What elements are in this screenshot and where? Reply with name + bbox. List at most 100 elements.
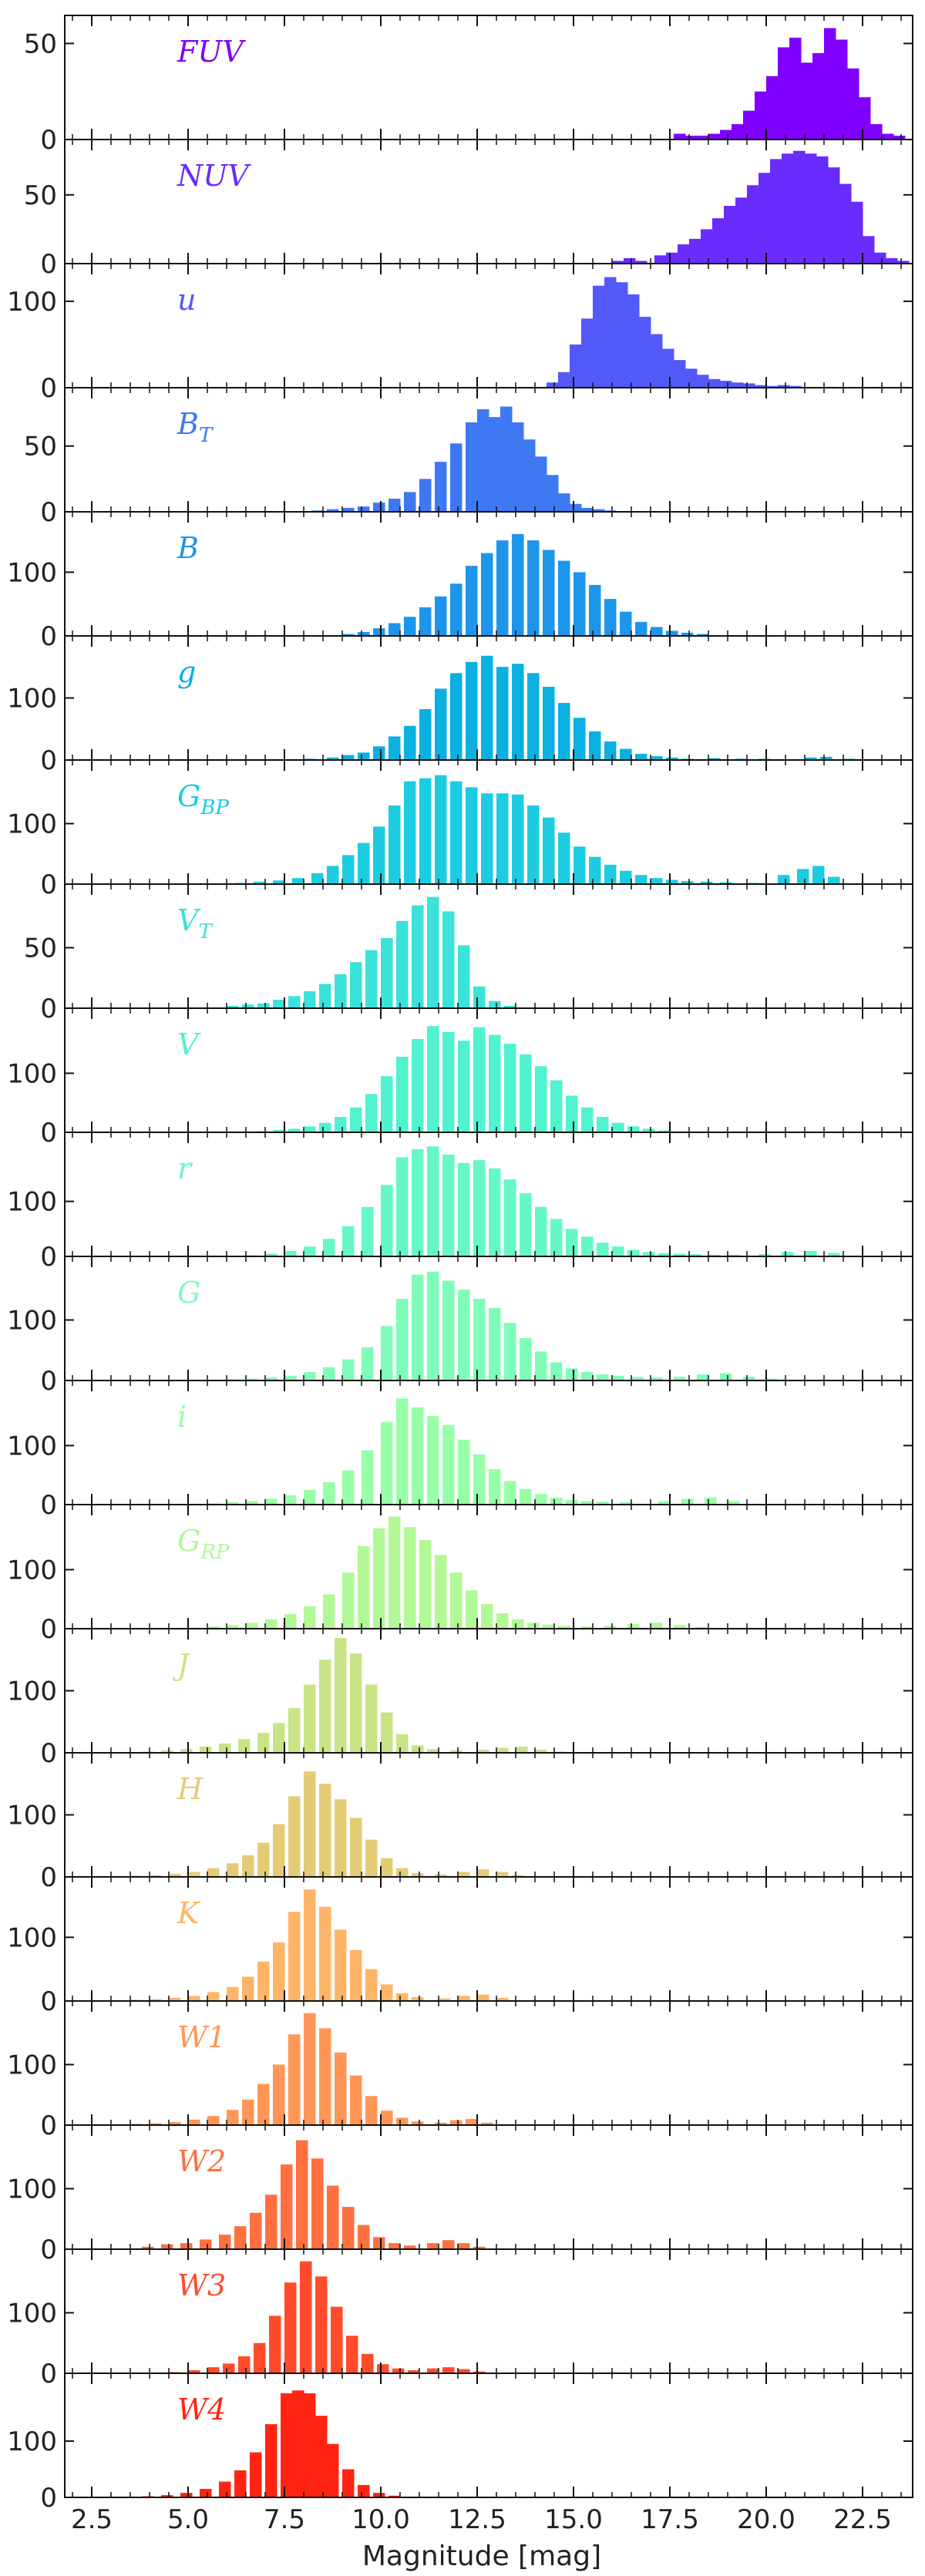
histogram-bar [412, 1407, 424, 1505]
histogram-bar [427, 1271, 439, 1380]
histogram-bar [388, 1516, 401, 1629]
histogram-bar [755, 91, 767, 140]
histogram-bar [227, 1005, 239, 1008]
panel-g: 0 100 G [7, 1256, 913, 1397]
histogram-bar [481, 553, 493, 636]
histogram-bar [442, 911, 455, 1008]
band-label: W2 [177, 2144, 226, 2178]
histogram-bar [697, 136, 709, 140]
histogram-bar [543, 817, 555, 884]
band-label: V [177, 1027, 201, 1061]
histogram-bar [315, 2276, 328, 2373]
histogram-bar [458, 945, 470, 1008]
histogram-bar [427, 1416, 439, 1505]
panel-v: 0 100 V [7, 1007, 913, 1148]
panel-frame [64, 2373, 913, 2498]
histogram-bar [612, 261, 624, 264]
histogram-bar [886, 257, 898, 264]
histogram-bar [450, 1750, 462, 1753]
histogram-bar [535, 1066, 547, 1132]
histogram-bar [566, 1368, 578, 1380]
histogram-bar [805, 153, 817, 264]
histogram-bar [265, 1377, 278, 1380]
histogram-bar [362, 1206, 374, 1256]
histogram-bar [373, 2493, 385, 2497]
histogram-bar [388, 2495, 401, 2497]
histogram-bar [358, 842, 370, 884]
histogram-bar [396, 1868, 409, 1877]
histogram-bar [358, 506, 370, 512]
histogram-bar [265, 2194, 278, 2249]
histogram-bar [304, 1606, 316, 1629]
histogram-bar [342, 634, 355, 636]
histogram-bar [504, 1179, 516, 1256]
histogram-bar [712, 218, 725, 264]
histogram-bar [574, 718, 586, 760]
histogram-bar [388, 623, 401, 636]
histogram-bar [273, 2064, 285, 2125]
histogram-bar [766, 1378, 779, 1380]
band-label: H [177, 1772, 204, 1806]
histogram-bar [223, 2363, 235, 2373]
histogram-bar [273, 1000, 285, 1008]
histogram-bar [708, 758, 721, 760]
histogram-bar [304, 1771, 316, 1877]
histogram-bar [824, 28, 836, 140]
panel-nuv: 0 50 NUV [24, 139, 913, 280]
panel-b-t: 0 50 BT [24, 387, 913, 528]
histogram-bar [535, 456, 547, 512]
y-tick-label: 100 [7, 1431, 57, 1461]
histogram-bar [150, 1875, 162, 1877]
band-name: W2 [177, 2144, 226, 2178]
x-tick-label: 22.5 [833, 2504, 892, 2535]
histogram-bar [481, 2122, 493, 2125]
histogram-bar [412, 1745, 424, 1753]
histogram-bar [373, 2237, 385, 2249]
histogram-bar [458, 1041, 470, 1132]
histogram-bar [358, 2225, 370, 2249]
histogram-bar [335, 2052, 347, 2125]
histogram-bar [643, 1252, 655, 1256]
y-tick-label: 0 [40, 1862, 57, 1893]
histogram-bar [458, 1162, 470, 1256]
histogram-bar [604, 1626, 617, 1629]
histogram-bar [342, 2469, 355, 2497]
histogram-bar [161, 1750, 173, 1753]
histogram-bar [323, 1239, 335, 1256]
histogram-bar [257, 1003, 270, 1008]
band-label: W1 [177, 2020, 226, 2054]
histogram-bar [658, 1253, 671, 1256]
histogram-bar [651, 878, 663, 884]
histogram-bar [161, 2495, 173, 2497]
histogram-bar [427, 896, 439, 1008]
histogram-bar [219, 2235, 231, 2249]
histogram-bar [566, 1229, 578, 1256]
histogram-bar [681, 1498, 694, 1505]
histogram-bar [589, 584, 601, 636]
histogram-bar [778, 47, 790, 140]
panel-w1: 0 100 W1 [7, 2000, 913, 2141]
histogram-bar [281, 2164, 293, 2249]
histogram-bar [697, 634, 709, 636]
histogram-bar [732, 382, 744, 388]
histogram-bar [758, 1254, 771, 1256]
panel-w4: 0 100 W4 [7, 2373, 913, 2514]
histogram-bar [500, 406, 513, 512]
histogram-bar [273, 880, 285, 884]
histogram-bar [685, 368, 698, 388]
histogram-bar [489, 1034, 501, 1132]
histogram-bar [381, 2110, 393, 2125]
histogram-bar [350, 1653, 362, 1753]
histogram-bar [828, 876, 840, 884]
histogram-bar [246, 1623, 258, 1629]
histogram-bar [427, 1749, 439, 1753]
histogram-bar [836, 39, 848, 140]
histogram-bar [327, 866, 339, 884]
histogram-bar [150, 1999, 162, 2001]
x-tick-label: 20.0 [737, 2504, 796, 2535]
histogram-bar [473, 986, 486, 1008]
histogram-bar [265, 1253, 278, 1256]
histogram-bar [265, 1498, 278, 1505]
histogram-bar [323, 1594, 335, 1629]
panel-r: 0 100 r [7, 1132, 913, 1273]
